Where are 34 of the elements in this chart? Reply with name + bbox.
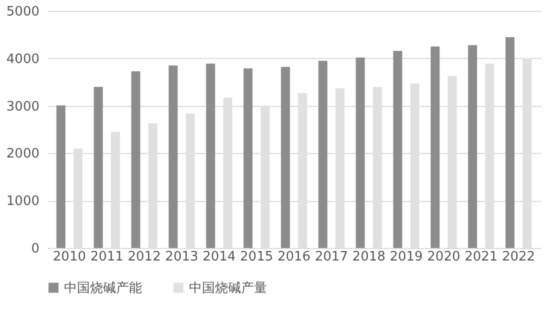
bar <box>393 50 402 248</box>
bar <box>168 66 178 248</box>
x-tick-label: 2017 <box>314 250 348 264</box>
legend-label: 中国烧碱产能 <box>64 280 142 296</box>
x-tick-label: 2015 <box>240 250 274 264</box>
y-tick-label: 1000 <box>6 194 40 210</box>
x-tick-label: 2012 <box>128 250 161 264</box>
y-tick-label: 0 <box>31 242 40 256</box>
x-tick-label: 2020 <box>427 250 460 264</box>
bar <box>280 66 290 248</box>
bar <box>318 60 328 248</box>
x-tick-label: 2010 <box>52 250 86 264</box>
legend-label: 中国烧碱产量 <box>189 280 267 296</box>
bar <box>468 45 478 248</box>
bar <box>131 71 140 248</box>
bar <box>430 46 440 248</box>
x-tick-label: 2019 <box>390 250 423 264</box>
x-tick-label: 2013 <box>165 250 198 264</box>
x-tick-label: 2016 <box>277 250 311 264</box>
bar <box>206 64 216 248</box>
bar <box>244 68 253 248</box>
bar <box>94 86 103 248</box>
x-tick-label: 2014 <box>202 250 236 264</box>
x-tick-label: 2011 <box>90 250 124 264</box>
y-tick-label: 3000 <box>6 99 40 114</box>
y-tick-label: 4000 <box>6 52 40 67</box>
y-tick-label: 5000 <box>6 4 40 20</box>
bar <box>356 57 365 248</box>
y-tick-label: 2000 <box>6 146 40 162</box>
x-tick-label: 2021 <box>464 250 498 264</box>
bar <box>505 37 514 248</box>
x-tick-label: 2022 <box>502 250 536 264</box>
bar <box>56 105 66 248</box>
x-tick-label: 2018 <box>352 250 386 264</box>
